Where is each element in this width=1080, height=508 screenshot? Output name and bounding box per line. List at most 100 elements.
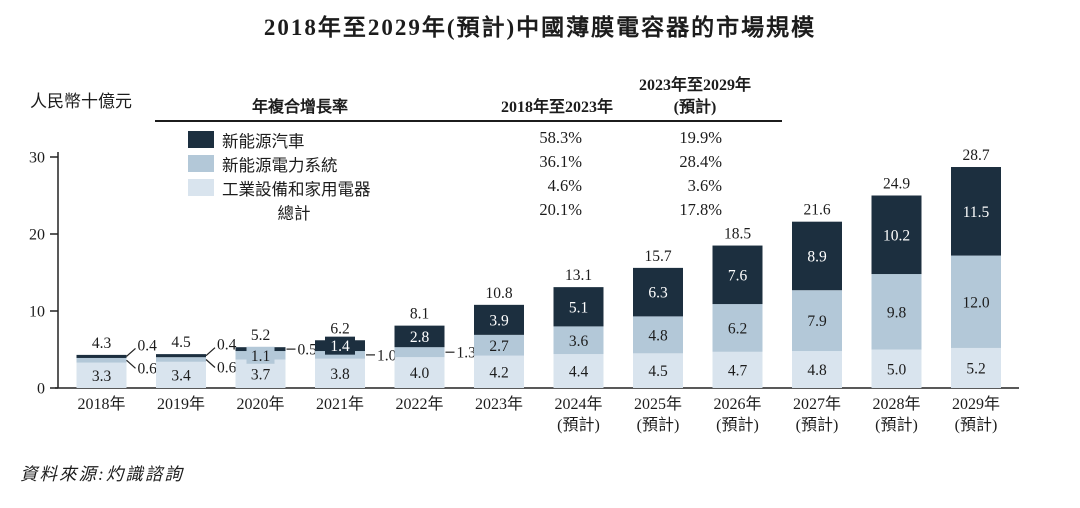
segment-label-industrial: 3.7 bbox=[251, 366, 271, 383]
segment-label-power: 12.0 bbox=[962, 294, 989, 311]
bar-segment-nev bbox=[76, 354, 127, 358]
callout-line bbox=[205, 347, 216, 357]
x-axis-label: 2024年 bbox=[554, 395, 602, 413]
x-axis-sublabel: (預計) bbox=[955, 416, 998, 434]
label-backing bbox=[325, 336, 355, 355]
bar-segment-power bbox=[951, 255, 1001, 348]
bar-segment-power bbox=[871, 274, 922, 350]
total-label: 21.6 bbox=[803, 202, 830, 219]
legend-row-total: 總計 20.1% 17.8% bbox=[0, 200, 1080, 224]
cagr-header: 年複合增長率 bbox=[251, 99, 348, 116]
bar-segment-nev bbox=[474, 304, 524, 335]
x-axis-sublabel: (預計) bbox=[557, 416, 600, 434]
segment-label-industrial: 4.8 bbox=[807, 362, 827, 379]
segment-label-industrial: 4.0 bbox=[410, 365, 430, 382]
total-label: 8.1 bbox=[410, 306, 429, 323]
cagr-value: 19.9% bbox=[679, 128, 722, 147]
cagr-header-2023-2029: 2023年至2029年 (預計) bbox=[595, 75, 795, 119]
bar-segment-industrial bbox=[712, 351, 763, 388]
table-header-rule bbox=[155, 120, 782, 122]
bar-segment-nev bbox=[951, 167, 1001, 256]
bar-segment-industrial bbox=[235, 359, 286, 388]
bar-segment-nev bbox=[633, 267, 683, 317]
bar-segment-industrial bbox=[474, 355, 524, 388]
industrial-color-swatch bbox=[188, 179, 214, 196]
x-axis-label: 2028年 bbox=[872, 395, 920, 413]
bar-segment-industrial bbox=[315, 358, 365, 388]
segment-label-industrial: 5.2 bbox=[966, 360, 985, 377]
callout-label-nev: 0.4 bbox=[138, 337, 158, 354]
segment-label-nev: 7.6 bbox=[728, 267, 748, 284]
power-color-swatch bbox=[188, 155, 214, 172]
source-note: 資料來源:灼識諮詢 bbox=[20, 464, 184, 484]
x-axis-label: 2019年 bbox=[157, 395, 205, 413]
total-label: 24.9 bbox=[883, 176, 910, 193]
x-axis-label: 2027年 bbox=[793, 395, 841, 413]
total-label: 18.5 bbox=[724, 226, 751, 243]
segment-label-power: 6.2 bbox=[728, 320, 747, 337]
callout-label-power: 1.0 bbox=[377, 347, 397, 364]
segment-label-industrial: 5.0 bbox=[887, 361, 907, 378]
callout-label-nev: 0.4 bbox=[217, 337, 237, 354]
segment-label-nev: 3.9 bbox=[489, 312, 509, 329]
bar-segment-power bbox=[553, 326, 604, 355]
segment-label-nev: 1.4 bbox=[330, 338, 350, 355]
legend-row-nev: 新能源汽車 58.3% 19.9% bbox=[0, 128, 1080, 152]
x-axis-sublabel: (預計) bbox=[716, 416, 759, 434]
callout-line bbox=[205, 359, 216, 368]
x-axis-sublabel: (預計) bbox=[875, 416, 918, 434]
bar-segment-power bbox=[76, 357, 127, 363]
segment-label-nev: 2.8 bbox=[410, 329, 430, 346]
y-tick-label: 20 bbox=[29, 227, 45, 244]
segment-label-power: 3.6 bbox=[569, 333, 589, 350]
nev-color-swatch bbox=[188, 131, 214, 148]
segment-label-industrial: 3.3 bbox=[92, 368, 112, 385]
total-label: 6.2 bbox=[330, 320, 349, 337]
callout-label-power: 0.6 bbox=[217, 360, 237, 377]
bar-segment-nev bbox=[792, 221, 842, 291]
legend-row-power: 新能源電力系統 36.1% 28.4% bbox=[0, 152, 1080, 176]
x-axis-sublabel: (預計) bbox=[796, 416, 839, 434]
segment-label-nev: 10.2 bbox=[883, 227, 910, 244]
cagr-value: 28.4% bbox=[679, 152, 722, 171]
callout-line bbox=[126, 347, 136, 357]
legend-row-industrial: 工業設備和家用電器 4.6% 3.6% bbox=[0, 176, 1080, 200]
cagr-value: 4.6% bbox=[547, 176, 582, 195]
legend-label-power: 新能源電力系統 bbox=[222, 156, 338, 175]
callout-label-power: 0.6 bbox=[138, 360, 158, 377]
bar-segment-industrial bbox=[76, 362, 127, 388]
cagr-value: 3.6% bbox=[687, 176, 722, 195]
total-label: 15.7 bbox=[644, 248, 671, 265]
segment-label-nev: 5.1 bbox=[569, 299, 588, 316]
bar-segment-nev bbox=[553, 287, 604, 327]
x-axis-label: 2026年 bbox=[713, 395, 761, 413]
segment-label-power: 2.7 bbox=[489, 338, 509, 355]
cagr-value: 58.3% bbox=[539, 128, 582, 147]
chart-title: 2018年至2029年(預計)中國薄膜電容器的市場規模 bbox=[263, 15, 817, 40]
cagr-header-2023-2029-line1: 2023年至2029年 bbox=[638, 77, 751, 94]
legend-label-industrial: 工業設備和家用電器 bbox=[222, 180, 371, 199]
segment-label-nev: 6.3 bbox=[648, 285, 668, 302]
total-label: 4.3 bbox=[92, 335, 112, 352]
x-axis-label: 2018年 bbox=[77, 395, 125, 413]
segment-label-power: 1.1 bbox=[251, 348, 270, 365]
x-axis-label: 2025年 bbox=[634, 395, 682, 413]
bar-segment-industrial bbox=[871, 349, 922, 388]
y-tick-label: 0 bbox=[37, 381, 45, 398]
bar-segment-industrial bbox=[156, 361, 206, 388]
x-axis-label: 2029年 bbox=[952, 395, 1000, 413]
bar-segment-power bbox=[315, 351, 365, 359]
segment-label-industrial: 4.7 bbox=[728, 362, 748, 379]
bar-segment-power bbox=[156, 357, 206, 362]
segment-label-nev: 11.5 bbox=[963, 204, 990, 221]
bar-segment-industrial bbox=[951, 347, 1001, 388]
cagr-value: 36.1% bbox=[539, 152, 582, 171]
cagr-header-2023-2029-line2: (預計) bbox=[673, 99, 717, 116]
segment-label-power: 7.9 bbox=[807, 313, 827, 330]
segment-label-power: 9.8 bbox=[887, 304, 907, 321]
legend-label-total: 總計 bbox=[277, 204, 311, 223]
cagr-value: 20.1% bbox=[539, 200, 582, 219]
cagr-header-2018-2023: 2018年至2023年 bbox=[500, 99, 613, 116]
